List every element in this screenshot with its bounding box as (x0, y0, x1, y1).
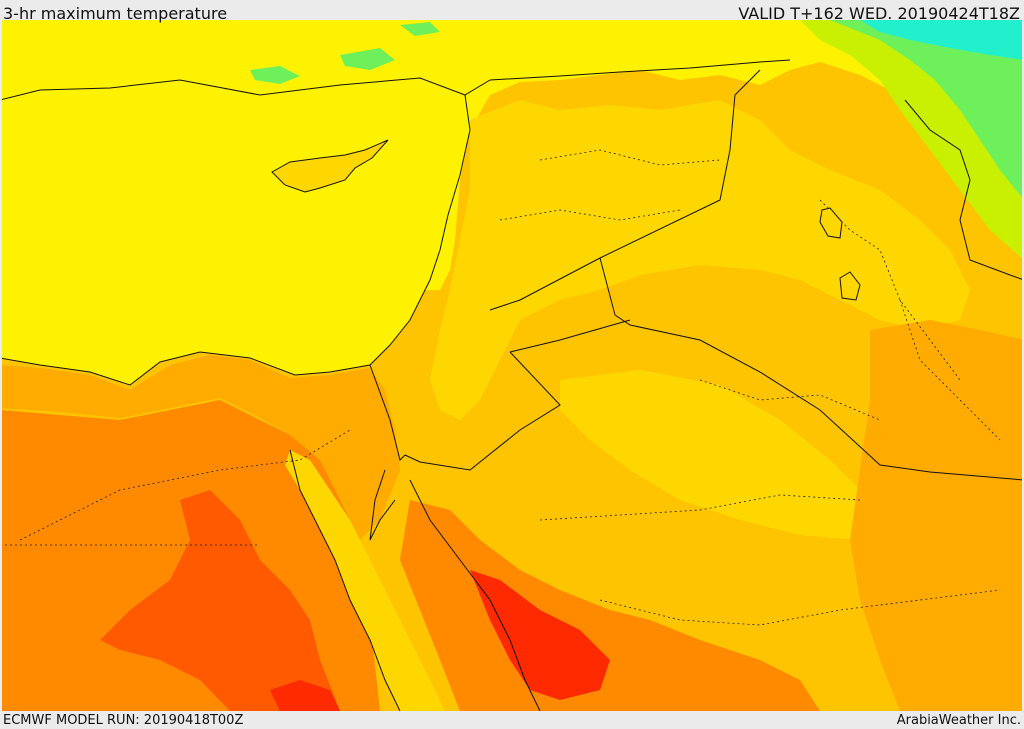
model-run: ECMWF MODEL RUN: 20190418T00Z (3, 713, 244, 728)
lake-habbaniyah (839, 271, 861, 301)
temp-field-gold-levant (430, 100, 970, 420)
temp-field-green-ne (830, 20, 1022, 198)
temp-field-red-hejaz (470, 570, 610, 700)
temp-field-redorange-egypt (100, 490, 340, 711)
temp-field-cyan-ne (860, 20, 1022, 60)
credit-label: ArabiaWeather Inc. (896, 713, 1021, 728)
temp-field-red-egypt (270, 680, 340, 711)
temp-field-green-turkey (250, 22, 440, 84)
header-bar: 3-hr maximum temperature VALID T+162 WED… (0, 0, 1024, 23)
valid-time: VALID T+162 WED. 20190424T18Z (738, 4, 1020, 23)
temp-field-orange-hejaz (400, 500, 820, 711)
cyprus-island (271, 139, 389, 193)
temp-field-lightorange-gulf (850, 320, 1022, 711)
lake-tharthar (819, 207, 843, 239)
admin-boundaries (2, 149, 1001, 626)
footer-bar: ECMWF MODEL RUN: 20190418T00Z ArabiaWeat… (0, 711, 1024, 729)
temperature-map[interactable] (2, 20, 1022, 711)
map-title: 3-hr maximum temperature (3, 4, 228, 23)
national-borders (369, 59, 1022, 481)
red-sea (285, 450, 445, 711)
map-canvas (2, 20, 1022, 711)
temp-field-gold-central (560, 370, 890, 540)
temp-field-lightorange-egypt (2, 355, 400, 540)
